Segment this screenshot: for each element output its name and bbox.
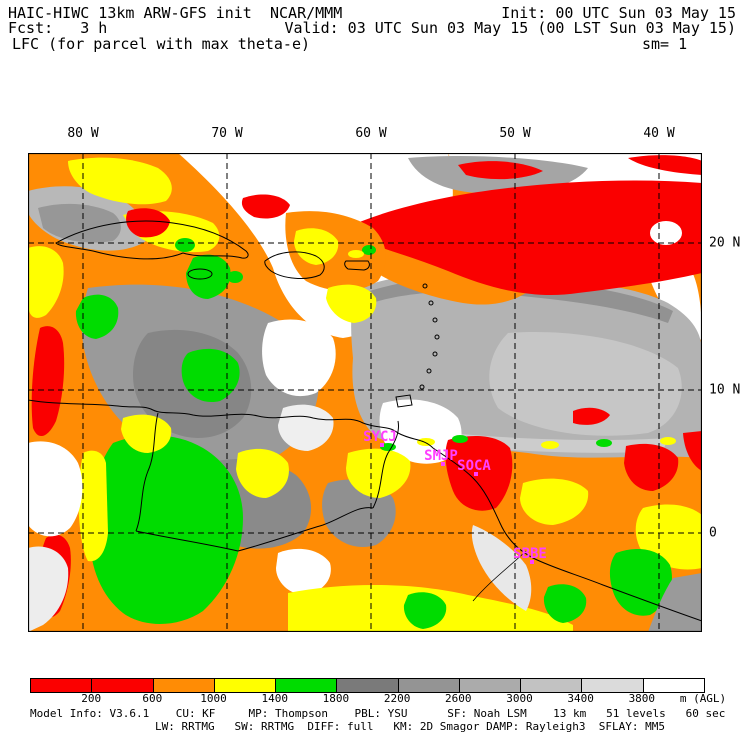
station-marker [380,443,384,447]
colorbar-cell [459,679,522,692]
colorbar [30,678,705,693]
colorbar-tick-label: 2200 [383,692,411,705]
plot-variable-title: LFC (for parcel with max theta-e) [12,35,311,53]
station-label-smjp: SMJP [424,448,458,464]
colorbar-cell [337,679,399,692]
station-marker [474,472,478,476]
station-marker [530,560,534,564]
station-label-sycj: SYCJ [363,429,397,445]
colorbar-tick-label: 1400 [261,692,288,705]
header-init-time: Init: 00 UTC Sun 03 May 15 [501,4,736,22]
lat-label: 10 N [709,382,740,398]
colorbar-tick-label: 1000 [200,692,227,705]
colorbar-cell [92,679,154,692]
station-label-sbbe: SBBE [513,546,547,562]
model-info-line2: LW: RRTMG SW: RRTMG DIFF: full KM: 2D Sm… [155,720,665,733]
model-info-line1: Model Info: V3.6.1 CU: KF MP: Thompson P… [30,707,726,720]
colorbar-unit-label: m (AGL) [679,692,727,705]
colorbar-cell [153,679,215,692]
lat-label: 0 [709,525,717,541]
lon-label: 60 W [355,126,387,141]
lon-label: 40 W [643,126,675,141]
lfc-field-map [28,153,702,632]
colorbar-tick-label: 3800 [628,692,656,705]
colorbar-tick-label: 2600 [445,692,472,705]
colorbar-cell [643,679,704,692]
lat-label: 20 N [709,235,740,251]
header-sm-value: sm= 1 [642,35,688,53]
colorbar-tick-label: 3000 [506,692,533,705]
colorbar-cell [214,679,277,692]
colorbar-cell [398,679,460,692]
header-center-name: NCAR/MMM [270,4,343,22]
colorbar-cell [521,679,583,692]
header-model-title: HAIC-HIWC 13km ARW-GFS init [8,4,252,22]
lon-label: 50 W [499,126,531,141]
header-fcst-hour: Fcst: 3 h [8,19,108,37]
station-marker [441,462,445,466]
colorbar-tick-label: 200 [81,692,102,705]
map-panel: SYCJ SMJP SOCA SBBE [28,153,702,632]
colorbar-cell [582,679,644,692]
colorbar-cell [31,679,93,692]
colorbar-tick-label: 600 [142,692,163,705]
colorbar-tick-label: 3400 [567,692,594,705]
colorbar-cell [276,679,338,692]
station-label-soca: SOCA [457,458,491,474]
lon-label: 80 W [67,126,99,141]
colorbar-tick-label: 1800 [322,692,350,705]
header-valid-time: Valid: 03 UTC Sun 03 May 15 (00 LST Sun … [284,19,736,37]
lon-label: 70 W [211,126,243,141]
